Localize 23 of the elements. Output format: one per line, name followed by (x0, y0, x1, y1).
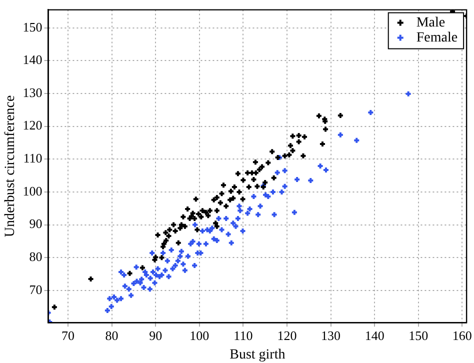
x-tick-label: 150 (408, 328, 428, 343)
x-tick-label: 90 (149, 328, 162, 343)
y-tick-label: 90 (29, 216, 42, 232)
y-tick-label: 110 (23, 150, 42, 166)
y-tick-label: 70 (29, 282, 42, 297)
legend-label: Female (416, 30, 458, 46)
x-tick-label: 110 (234, 328, 253, 343)
x-tick-label: 130 (321, 328, 341, 343)
y-tick-label: 120 (22, 118, 42, 133)
x-tick-label: 160 (452, 328, 472, 343)
legend-label: Male (416, 15, 446, 30)
y-tick-label: 150 (22, 19, 42, 34)
x-tick-label: 100 (190, 328, 210, 343)
x-tick-label: 120 (277, 328, 297, 343)
x-tick-label: 80 (105, 328, 118, 343)
y-tick-label: 130 (22, 84, 42, 100)
y-tick-label: 80 (29, 249, 42, 264)
y-tick-label: 140 (22, 52, 42, 68)
x-tick-label: 140 (364, 328, 384, 343)
x-tick-label: 70 (62, 328, 75, 343)
y-axis-title: Underbust circumference (3, 95, 18, 238)
y-tick-label: 100 (22, 183, 42, 198)
x-axis-title: Bust girth (230, 347, 286, 362)
